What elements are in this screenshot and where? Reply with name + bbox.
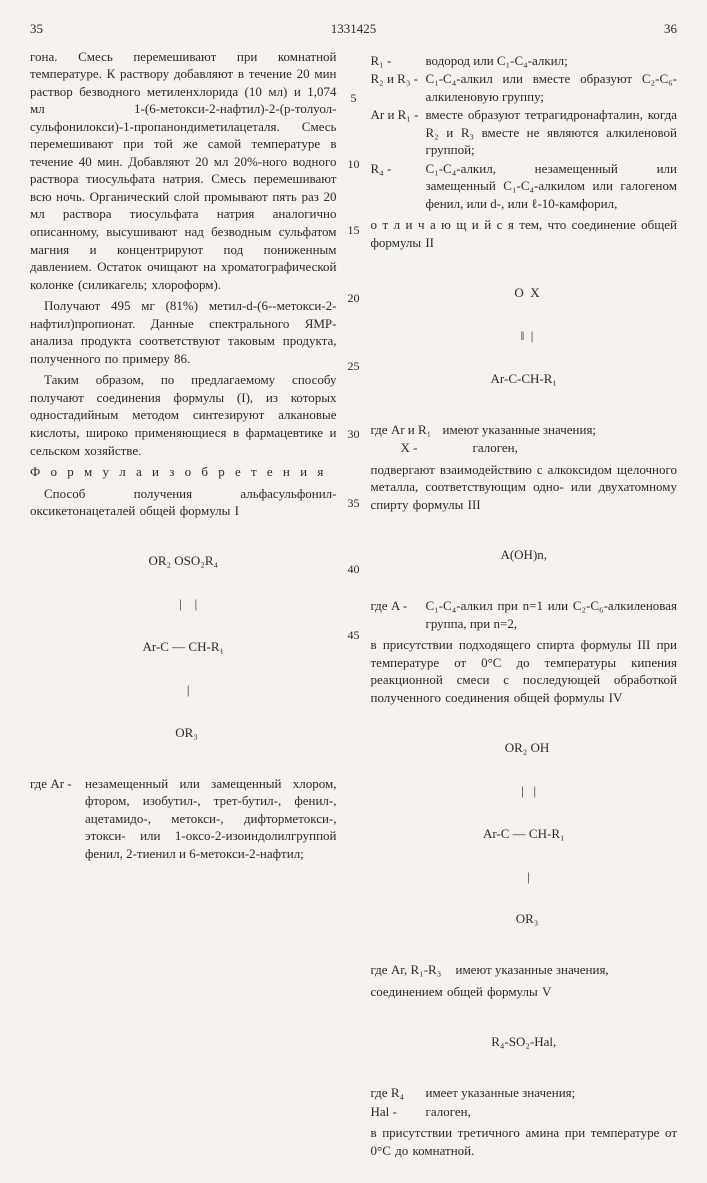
body-paragraph: Таким образом, по предлагаемому способу …	[30, 371, 337, 459]
line-number: 30	[345, 426, 363, 442]
definition-block: R₁ - водород или С₁-С₄-алкил; R₂ и R₃ - …	[371, 52, 678, 213]
def-text: галоген,	[426, 1103, 678, 1121]
def-label: где Ar -	[30, 775, 85, 863]
doc-number: 1331425	[70, 20, 637, 38]
def-text: С₁-С₄-алкил или вместе образуют С₂-С₆-ал…	[426, 70, 678, 105]
def-label: X -	[371, 439, 473, 457]
body-paragraph: в присутствии третичного амина при темпе…	[371, 1124, 678, 1159]
page-num-left: 35	[30, 20, 70, 38]
chemical-formula-4: OR₂ OH | | Ar-C — CH-R₁ | OR₃	[371, 712, 678, 955]
definition-block: где R₄ имеет указанные значения; Hal - г…	[371, 1084, 678, 1120]
def-label: где R₄	[371, 1084, 426, 1102]
body-paragraph: подвергают взаимодействию с алкоксидом щ…	[371, 461, 678, 514]
formula-line: ‖ |	[371, 329, 678, 343]
line-number: 5	[345, 90, 363, 106]
chemical-formula-1: OR₂ OSO₂R₄ | | Ar-C — CH-R₁ | OR₃	[30, 526, 337, 769]
left-column: гона. Смесь перемешивают при комнатной т…	[30, 48, 337, 1164]
line-number: 40	[345, 561, 363, 577]
chemical-formula-2: O X ‖ | Ar-C-CH-R₁	[371, 258, 678, 415]
definition-block: где Ar, R₁-R₃ имеют указанные значения,	[371, 961, 678, 979]
line-number-gutter: 5 10 15 20 25 30 35 40 45	[345, 48, 363, 1164]
definition-block: где A - С₁-С₄-алкил при n=1 или С₂-С₆-ал…	[371, 597, 678, 632]
def-text: имеют указанные значения;	[443, 421, 678, 439]
def-label: R₄ -	[371, 160, 426, 213]
chemical-formula-5: R₄-SO₂-Hal,	[371, 1006, 678, 1077]
formula-line: |	[371, 870, 678, 884]
formula-line: |	[30, 683, 337, 697]
line-number: 15	[345, 222, 363, 238]
def-text: имеет указанные значения;	[426, 1084, 678, 1102]
def-text: водород или С₁-С₄-алкил;	[426, 52, 678, 70]
line-number: 35	[345, 495, 363, 511]
formula-line: A(OH)n,	[371, 548, 678, 562]
formula-line: OR₃	[30, 726, 337, 740]
def-text: вместе образуют тетрагидронафталин, когд…	[426, 106, 678, 159]
formula-line: OR₃	[371, 912, 678, 926]
def-text: имеют указанные значения,	[456, 961, 678, 979]
def-label: где A -	[371, 597, 426, 632]
right-column: R₁ - водород или С₁-С₄-алкил; R₂ и R₃ - …	[371, 48, 678, 1164]
formula-line: OR₂ OSO₂R₄	[30, 554, 337, 568]
chemical-formula-3: A(OH)n,	[371, 520, 678, 591]
body-paragraph: Получают 495 мг (81%) метил-d-(6--метокс…	[30, 297, 337, 367]
def-label: Hal -	[371, 1103, 426, 1121]
formula-line: Ar-C — CH-R₁	[371, 827, 678, 841]
page-num-right: 36	[637, 20, 677, 38]
def-text: галоген,	[473, 439, 678, 457]
def-label: где Ar и R₁	[371, 421, 443, 439]
def-text: незамещенный или замещенный хлором, фтор…	[85, 775, 337, 863]
claim-title: Ф о р м у л а и з о б р е т е н и я	[30, 463, 337, 481]
line-number: 20	[345, 290, 363, 306]
definition-block: где Ar и R₁ имеют указанные значения; X …	[371, 421, 678, 457]
page-header: 35 1331425 36	[30, 20, 677, 38]
line-number: 25	[345, 358, 363, 374]
def-label: где Ar, R₁-R₃	[371, 961, 456, 979]
body-paragraph: гона. Смесь перемешивают при комнатной т…	[30, 48, 337, 294]
body-paragraph: в присутствии подходящего спирта формулы…	[371, 636, 678, 706]
def-text: С₁-С₄-алкил, незамещенный или замещенный…	[426, 160, 678, 213]
def-text: С₁-С₄-алкил при n=1 или С₂-С₆-алкиленова…	[426, 597, 678, 632]
body-paragraph: соединением общей формулы V	[371, 983, 678, 1001]
formula-line: OR₂ OH	[371, 741, 678, 755]
formula-line: | |	[30, 597, 337, 611]
line-number: 10	[345, 156, 363, 172]
formula-line: R₄-SO₂-Hal,	[371, 1035, 678, 1049]
line-number: 45	[345, 627, 363, 643]
definition: где Ar - незамещенный или замещенный хло…	[30, 775, 337, 863]
formula-line: | |	[371, 784, 678, 798]
def-label: R₁ -	[371, 52, 426, 70]
two-column-layout: гона. Смесь перемешивают при комнатной т…	[30, 48, 677, 1164]
body-paragraph: о т л и ч а ю щ и й с я тем, что соедине…	[371, 216, 678, 251]
formula-line: O X	[371, 286, 678, 300]
formula-line: Ar-C-CH-R₁	[371, 372, 678, 386]
def-label: Ar и R₁ -	[371, 106, 426, 159]
def-label: R₂ и R₃ -	[371, 70, 426, 105]
formula-line: Ar-C — CH-R₁	[30, 640, 337, 654]
body-paragraph: Способ получения альфасульфонил-оксикето…	[30, 485, 337, 520]
